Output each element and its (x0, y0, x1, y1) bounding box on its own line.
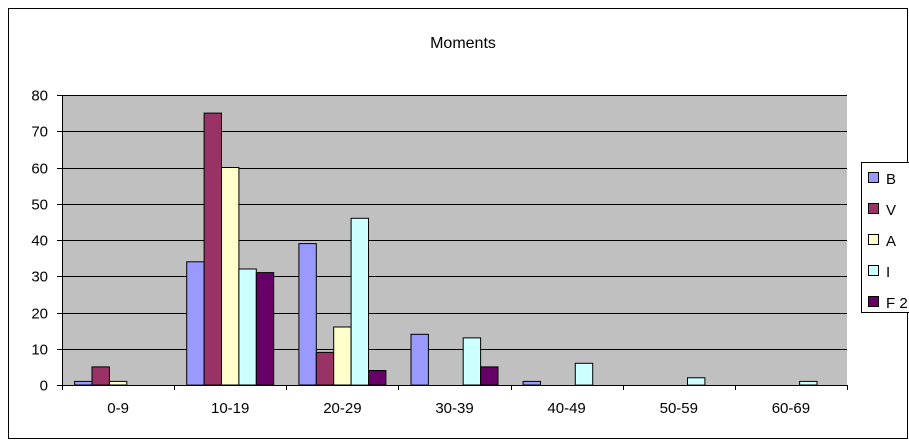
y-tick-label: 30 (31, 269, 48, 286)
bar-i (574, 362, 594, 386)
y-tick-label: 80 (31, 88, 48, 105)
bar-b (410, 333, 429, 386)
bar-b (298, 243, 317, 386)
bar-v (91, 366, 110, 386)
legend-label: I (886, 264, 890, 281)
bar-i (799, 380, 818, 386)
legend-label: V (886, 202, 896, 219)
x-tick-label: 60-69 (772, 400, 810, 417)
y-tick-label: 60 (31, 161, 48, 178)
y-tick-label: 10 (31, 342, 48, 359)
bar-b (74, 380, 93, 386)
axes: 0 10 20 30 40 50 60 70 80 0-9 10-19 20-29 30-39 40-49… (31, 88, 848, 417)
legend-swatch-a (868, 234, 879, 245)
legend-swatch-f2 (868, 296, 879, 307)
bar-f2 (368, 370, 387, 386)
bar-v (203, 112, 223, 386)
y-tick-label: 70 (31, 124, 48, 141)
legend-swatch-v (868, 203, 879, 214)
bar-i (687, 377, 706, 386)
x-tick-label: 0-9 (107, 400, 129, 417)
bar-b (186, 261, 205, 386)
bar-i (350, 217, 370, 386)
bar-a (108, 380, 128, 386)
bar-a (221, 167, 240, 386)
x-tick-label: 20-29 (323, 400, 361, 417)
x-tick-label: 50-59 (660, 400, 698, 417)
chart-title: Moments (430, 35, 496, 52)
y-tick-label: 20 (31, 306, 48, 323)
legend-swatch-i (868, 265, 879, 276)
legend-label: B (886, 171, 896, 188)
legend-label: A (886, 233, 896, 250)
bars (74, 112, 818, 386)
x-tick-label: 40-49 (547, 400, 585, 417)
x-tick-label: 10-19 (211, 400, 249, 417)
bar-f2 (480, 366, 499, 386)
bar-i (238, 268, 257, 386)
y-tick-label: 0 (40, 378, 48, 395)
bar-i (462, 337, 482, 386)
y-tick-label: 50 (31, 197, 48, 214)
legend-label: F 2 (886, 295, 908, 312)
bar-a (333, 326, 352, 386)
x-tick-label: 30-39 (435, 400, 473, 417)
bar-v (315, 351, 335, 386)
legend-swatch-b (868, 172, 879, 183)
y-tick-label: 40 (31, 233, 48, 250)
bar-b (522, 380, 541, 386)
bar-f2 (255, 272, 275, 386)
